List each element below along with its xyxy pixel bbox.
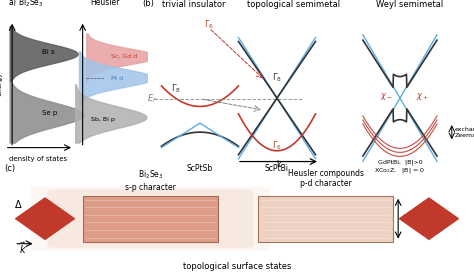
Polygon shape <box>400 219 458 239</box>
Text: $\chi_-$: $\chi_-$ <box>380 91 392 102</box>
Text: GdPtBi,  |B|>0
XCo$_2$Z,   |B| = 0: GdPtBi, |B|>0 XCo$_2$Z, |B| = 0 <box>374 159 425 175</box>
FancyBboxPatch shape <box>47 190 254 248</box>
Text: ScPtBi: ScPtBi <box>265 164 289 173</box>
Text: $\Gamma_8$: $\Gamma_8$ <box>171 83 181 95</box>
Text: $\Gamma_8$: $\Gamma_8$ <box>272 72 282 84</box>
Text: Se p: Se p <box>42 110 57 116</box>
Text: Heusler compounds
p-d character: Heusler compounds p-d character <box>288 169 364 188</box>
Text: (b): (b) <box>142 0 154 8</box>
Text: Sc, Gd d: Sc, Gd d <box>111 54 137 58</box>
Text: topological semimetal: topological semimetal <box>246 0 340 9</box>
Text: energy: energy <box>0 72 2 96</box>
Text: $\chi_+$: $\chi_+$ <box>416 91 429 102</box>
Polygon shape <box>400 198 458 219</box>
Polygon shape <box>16 219 74 239</box>
FancyBboxPatch shape <box>83 196 218 242</box>
Text: $\Delta$: $\Delta$ <box>14 198 23 210</box>
Text: thickness: thickness <box>403 214 439 223</box>
Text: a) Bi$_2$Se$_3$: a) Bi$_2$Se$_3$ <box>8 0 44 9</box>
Text: k: k <box>276 160 281 169</box>
Text: $E_F$: $E_F$ <box>146 92 157 105</box>
Text: $\Gamma_6$: $\Gamma_6$ <box>204 18 214 31</box>
Text: Heusler: Heusler <box>90 0 119 7</box>
Text: Pt d: Pt d <box>111 76 123 81</box>
Text: $\vec{k}$: $\vec{k}$ <box>19 240 27 255</box>
FancyBboxPatch shape <box>31 187 270 251</box>
Text: $\Gamma_6$: $\Gamma_6$ <box>272 140 282 152</box>
FancyBboxPatch shape <box>258 196 393 242</box>
Text: Sb, Bi p: Sb, Bi p <box>91 117 115 122</box>
Text: (c): (c) <box>5 164 16 173</box>
Text: topological surface states: topological surface states <box>183 262 291 271</box>
Text: exchange
Zeeman: exchange Zeeman <box>455 127 474 138</box>
Text: density of states: density of states <box>9 156 67 162</box>
Polygon shape <box>16 198 74 219</box>
Text: ScPtSb: ScPtSb <box>187 164 213 173</box>
Text: Bi s: Bi s <box>42 49 55 55</box>
Text: Bi$_2$Se$_3$
s-p character: Bi$_2$Se$_3$ s-p character <box>125 169 176 191</box>
Text: trivial insulator: trivial insulator <box>162 0 225 9</box>
Text: Weyl semimetal: Weyl semimetal <box>376 0 443 9</box>
